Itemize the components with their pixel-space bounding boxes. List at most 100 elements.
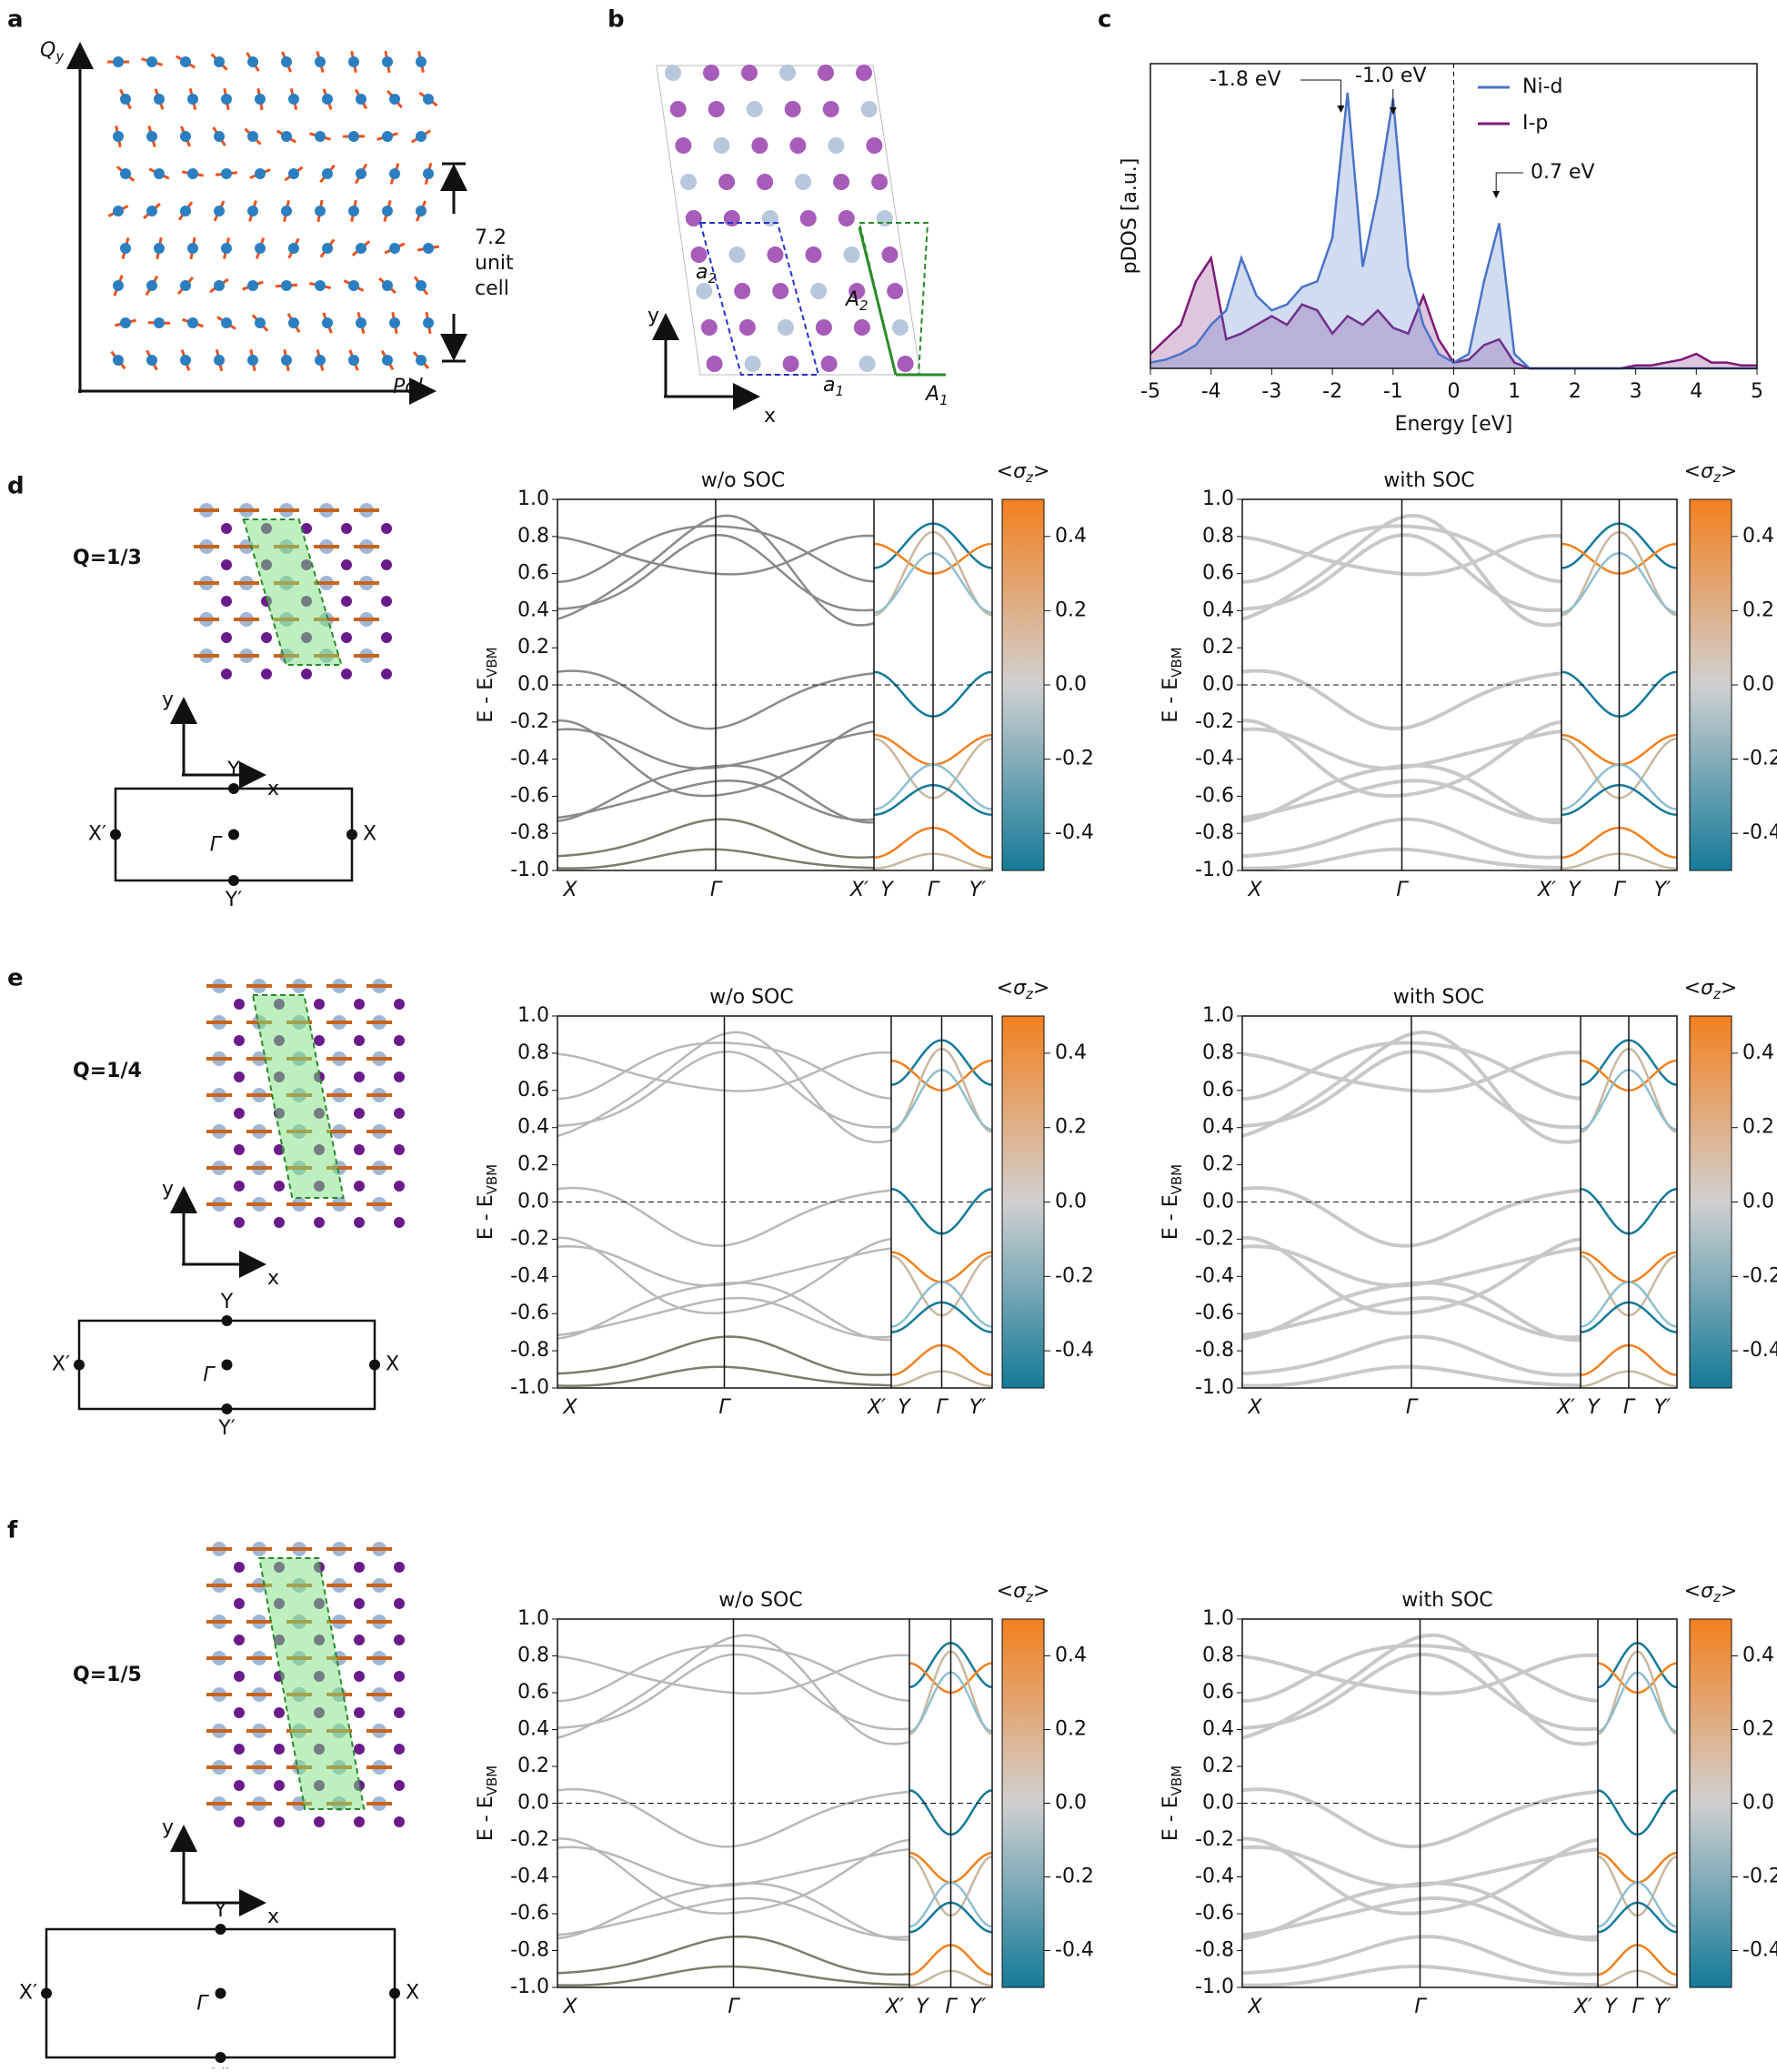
atom	[154, 94, 165, 105]
y-tick-label: 0.0	[517, 1792, 549, 1815]
colorbar	[1002, 1619, 1044, 1987]
bands	[1242, 1032, 1677, 1386]
k-label: X′	[885, 1996, 904, 2018]
atom	[356, 317, 366, 328]
k-label: Γ	[1396, 879, 1409, 901]
atom	[423, 243, 434, 254]
atom	[354, 1816, 365, 1827]
y-tick-label: -0.2	[1195, 710, 1234, 733]
colorbar	[1690, 1619, 1732, 1987]
atom	[322, 168, 333, 179]
colorbar	[1690, 499, 1732, 870]
atom	[789, 137, 806, 154]
atom	[180, 56, 191, 67]
k-label: X	[1247, 1996, 1262, 2018]
atom	[785, 101, 801, 117]
atom	[354, 1144, 365, 1155]
k-label: Y′	[1654, 1396, 1671, 1419]
label-main: <σ	[1684, 977, 1714, 1000]
label-sub: VBM	[484, 1765, 500, 1796]
atom	[180, 280, 191, 291]
atom	[187, 168, 198, 179]
atom	[708, 101, 725, 117]
y-tick-label: 0.6	[517, 562, 549, 585]
atom	[854, 319, 870, 336]
y-tick-label: 0.6	[1202, 1681, 1234, 1704]
chart-title: with SOC	[1393, 986, 1484, 1009]
y-tick-label: -1.0	[1195, 1976, 1234, 1998]
y-axis-label: E - EVBM	[1160, 1164, 1185, 1240]
label: Pol.	[393, 376, 429, 398]
atom	[281, 56, 292, 67]
y-tick-label: 1.0	[1202, 1607, 1234, 1630]
colorbar-label: <σz>	[997, 460, 1050, 486]
label-main: a	[823, 374, 835, 397]
x-tick-label: 1	[1508, 380, 1521, 403]
colorbar-tick-label: 0.0	[1055, 1191, 1087, 1213]
y-tick-label: -0.6	[510, 784, 549, 807]
colorbar-tick-label: 0.0	[1742, 1191, 1774, 1213]
atom	[381, 523, 392, 534]
atom	[322, 94, 333, 105]
atom	[288, 243, 299, 254]
atom	[381, 559, 392, 570]
k-label: Y′	[1654, 879, 1671, 901]
supercell	[259, 1558, 364, 1809]
colorbar-label: <σz>	[997, 1580, 1050, 1605]
label-main: <σ	[997, 460, 1027, 483]
q-label: Q=1/4	[73, 1060, 142, 1082]
atom	[146, 355, 157, 366]
k-label: X′	[1537, 879, 1556, 901]
atom	[354, 1562, 365, 1573]
label-main: A	[844, 288, 859, 311]
panel-label: d	[7, 473, 25, 500]
y-tick-label: 0.4	[1202, 598, 1234, 621]
y-tick-label: 0.6	[517, 1681, 549, 1704]
atom	[314, 1217, 325, 1228]
legend-label: I-p	[1522, 112, 1548, 135]
y-tick-label: -0.2	[510, 1828, 549, 1851]
x-tick-label: -1	[1383, 380, 1403, 403]
colorbar-tick-label: 0.4	[1742, 525, 1774, 548]
atom	[146, 280, 157, 291]
atom	[274, 1780, 285, 1791]
atom	[234, 1598, 245, 1609]
y-tick-label: 0.8	[517, 1645, 549, 1667]
label-sub: VBM	[1169, 1765, 1185, 1796]
atom	[247, 131, 258, 142]
atom	[838, 210, 855, 226]
atom	[354, 999, 365, 1010]
atom	[423, 94, 434, 105]
colorbar	[1690, 1016, 1732, 1388]
atom	[745, 356, 761, 372]
atom	[221, 669, 232, 679]
atom	[221, 317, 232, 328]
atom	[315, 280, 326, 291]
atom	[113, 56, 124, 67]
atom	[255, 243, 266, 254]
y-tick-label: 0.4	[517, 598, 549, 621]
atom	[281, 280, 292, 291]
k-label: Y′	[969, 1396, 986, 1419]
atom	[120, 317, 131, 328]
colorbar-tick-label: 0.4	[1742, 1645, 1774, 1667]
atom	[234, 1744, 245, 1755]
atom	[734, 283, 750, 299]
atom	[120, 94, 131, 105]
label-sub: VBM	[1169, 647, 1185, 678]
y-tick-label: -0.8	[510, 1339, 549, 1362]
atom	[255, 94, 266, 105]
atom	[389, 243, 400, 254]
atom	[187, 317, 198, 328]
atom	[274, 1217, 285, 1228]
atom	[877, 210, 893, 226]
label-main: >	[1033, 977, 1049, 1000]
label-main: E - E	[475, 1795, 497, 1841]
atom	[741, 65, 758, 81]
atom	[856, 65, 872, 81]
x-tick-label: -3	[1261, 380, 1281, 403]
atom	[315, 131, 326, 142]
atom	[120, 168, 131, 179]
x-tick-label: 5	[1751, 380, 1763, 403]
k-point	[346, 830, 357, 840]
